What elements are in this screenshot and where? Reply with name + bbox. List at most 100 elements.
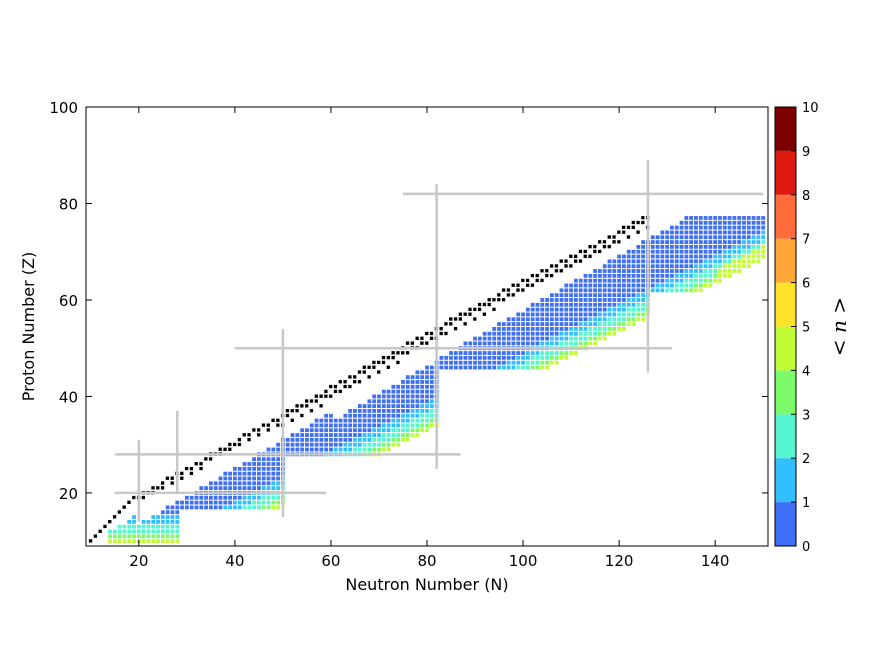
heatmap-cell (631, 249, 636, 254)
heatmap-cell (617, 259, 622, 264)
heatmap-cell (674, 254, 679, 259)
stable-nucleus (573, 254, 578, 258)
heatmap-cell (569, 331, 573, 336)
heatmap-cell (626, 269, 631, 273)
heatmap-cell (401, 409, 405, 413)
heatmap-cell (641, 293, 646, 298)
heatmap-cell (631, 298, 636, 302)
heatmap-cell (703, 259, 708, 264)
heatmap-cell (343, 428, 348, 433)
stable-nucleus (506, 288, 511, 292)
heatmap-cell (708, 264, 713, 269)
heatmap-cell (564, 336, 569, 341)
heatmap-cell (391, 437, 396, 442)
stable-nucleus (540, 269, 544, 273)
heatmap-cell (607, 327, 612, 331)
heatmap-cell (607, 283, 612, 288)
heatmap-cell (612, 278, 617, 283)
heatmap-cell (482, 341, 487, 346)
heatmap-cell (655, 259, 660, 264)
heatmap-cell (386, 437, 391, 442)
heatmap-cell (631, 259, 636, 264)
heatmap-cell (386, 447, 391, 452)
heatmap-cell (151, 534, 156, 539)
stable-nucleus (189, 471, 194, 476)
heatmap-cell (612, 283, 617, 288)
heatmap-cell (636, 302, 641, 307)
heatmap-cell (602, 312, 607, 317)
heatmap-cell (425, 365, 429, 370)
heatmap-cell (617, 254, 622, 259)
stable-nucleus (598, 240, 602, 244)
heatmap-cell (564, 293, 569, 298)
heatmap-cell (146, 539, 151, 544)
heatmap-cell (425, 423, 429, 428)
heatmap-cell (684, 235, 689, 240)
stable-nucleus (545, 273, 549, 278)
heatmap-cell (160, 539, 165, 544)
heatmap-cell (617, 264, 622, 269)
heatmap-cell (405, 394, 410, 399)
colorbar-band (775, 326, 796, 371)
stable-nucleus (449, 317, 453, 321)
heatmap-cell (396, 409, 401, 413)
heatmap-cell (386, 389, 391, 394)
heatmap-cell (732, 254, 737, 259)
stable-nucleus (449, 322, 453, 326)
stable-nucleus (338, 380, 342, 384)
heatmap-cell (305, 442, 309, 447)
heatmap-cell (636, 249, 641, 254)
heatmap-cell (602, 322, 607, 326)
y-tick-label: 80 (59, 195, 78, 213)
heatmap-cell (257, 457, 261, 462)
heatmap-cell (655, 283, 660, 288)
stable-nucleus (252, 428, 256, 432)
heatmap-cell (497, 336, 501, 341)
heatmap-cell (746, 220, 751, 225)
heatmap-cell (151, 539, 156, 544)
heatmap-cell (756, 230, 761, 235)
heatmap-cell (703, 244, 708, 249)
heatmap-cell (684, 264, 689, 269)
stable-nucleus (170, 481, 174, 485)
heatmap-cell (266, 447, 271, 452)
heatmap-cell (285, 447, 290, 452)
heatmap-cell (401, 413, 405, 418)
stable-nucleus (420, 336, 424, 340)
stable-nucleus (285, 413, 290, 418)
heatmap-cell (266, 466, 271, 471)
heatmap-cell (713, 235, 718, 240)
heatmap-cell (420, 375, 425, 380)
heatmap-cell (650, 273, 655, 278)
heatmap-cell (420, 394, 425, 399)
heatmap-cell (746, 259, 751, 264)
heatmap-cell (405, 409, 410, 413)
heatmap-cell (329, 423, 333, 428)
heatmap-cell (530, 317, 535, 322)
heatmap-cell (180, 505, 184, 510)
heatmap-cell (218, 486, 223, 491)
heatmap-cell (501, 341, 506, 346)
heatmap-cell (396, 433, 401, 437)
heatmap-cell (425, 384, 429, 389)
heatmap-cell (588, 298, 593, 302)
heatmap-cell (713, 273, 718, 278)
heatmap-cell (180, 500, 184, 505)
heatmap-cell (694, 264, 698, 269)
heatmap-cell (329, 418, 333, 423)
stable-nucleus (343, 384, 347, 389)
stable-nucleus (257, 428, 261, 432)
heatmap-cell (703, 240, 708, 244)
stable-nucleus (160, 486, 165, 490)
heatmap-cell (386, 442, 391, 447)
heatmap-cell (679, 273, 684, 278)
heatmap-cell (665, 269, 670, 273)
heatmap-cell (156, 515, 160, 519)
heatmap-cell (357, 423, 362, 428)
heatmap-cell (727, 264, 732, 269)
stable-nucleus (641, 220, 645, 225)
heatmap-cell (314, 428, 319, 433)
x-tick-label: 120 (605, 552, 634, 570)
heatmap-cell (617, 293, 622, 298)
heatmap-cell (530, 322, 535, 326)
